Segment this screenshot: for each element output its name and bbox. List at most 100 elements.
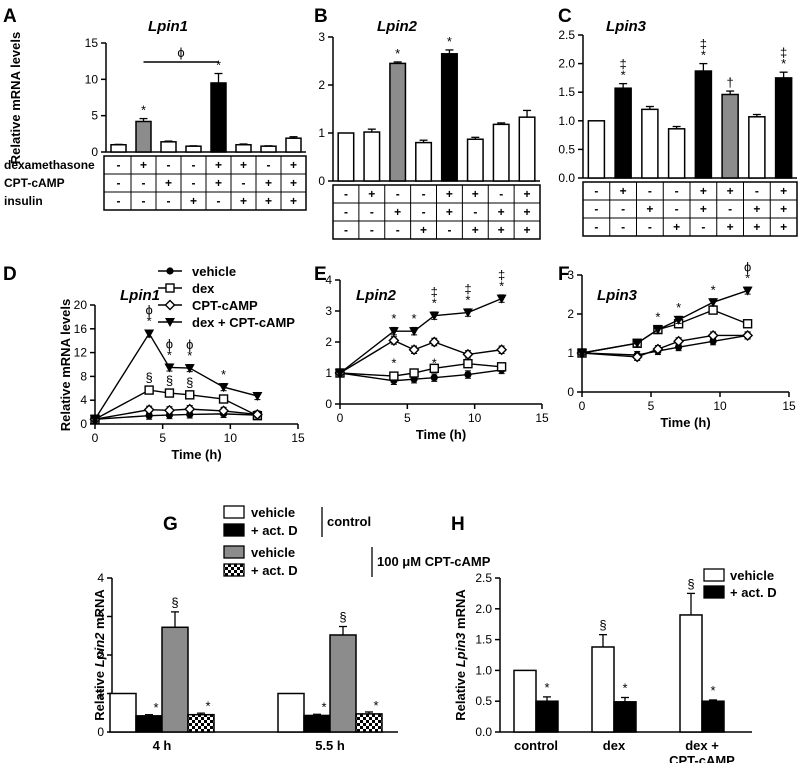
- bar: [667, 128, 686, 179]
- bar: [587, 120, 606, 179]
- y-tick-label: 15: [85, 36, 99, 50]
- data-point: [430, 374, 438, 382]
- significance-mark: *: [701, 48, 706, 63]
- y-tick-label: 2.0: [475, 602, 492, 616]
- data-point: [388, 334, 400, 346]
- data-point: [742, 286, 753, 296]
- data-point: [335, 369, 345, 378]
- series-line: [581, 334, 748, 358]
- bar: [466, 138, 484, 182]
- legend-swatch: [703, 585, 725, 599]
- chart-title: Lpin1: [120, 287, 160, 304]
- significance-mark: *: [395, 46, 400, 61]
- data-point: [218, 405, 230, 417]
- x-tick-label: 10: [224, 431, 238, 445]
- significance-mark: §: [166, 373, 173, 388]
- y-tick-label: 8: [80, 369, 87, 383]
- legend-label: dex + CPT-cAMP: [192, 315, 295, 330]
- y-tick-label: 2: [97, 648, 104, 662]
- bar: [721, 93, 739, 179]
- y-tick-label: 0.5: [475, 694, 492, 708]
- bar: [161, 626, 189, 733]
- y-tick-label: 0: [80, 417, 87, 431]
- condition-sign: -: [755, 184, 759, 198]
- condition-sign: +: [190, 194, 197, 208]
- category-label: CPT-cAMP: [669, 753, 735, 763]
- data-point: [429, 311, 440, 321]
- bar: [210, 82, 227, 153]
- bar: [641, 108, 659, 179]
- condition-sign: +: [240, 194, 247, 208]
- legend-label: vehicle: [192, 264, 236, 279]
- data-point: [577, 349, 587, 358]
- bar: [513, 669, 537, 733]
- legend-label: vehicle: [730, 568, 774, 583]
- data-point: [409, 368, 419, 378]
- condition-sign: -: [117, 158, 121, 172]
- condition-sign: +: [498, 205, 505, 219]
- significance-mark: §: [146, 370, 153, 385]
- condition-sign: -: [473, 205, 477, 219]
- y-tick-label: 2.0: [558, 57, 575, 71]
- y-tick-label: 2.5: [558, 28, 575, 42]
- significance-mark: *: [655, 310, 660, 325]
- bar: [535, 700, 559, 733]
- data-point: [631, 351, 643, 363]
- x-tick-label: 10: [713, 399, 727, 413]
- significance-mark: §: [186, 375, 193, 390]
- data-point: [673, 335, 685, 347]
- legend-marker: [165, 283, 175, 293]
- bar: [337, 132, 355, 182]
- condition-sign: +: [265, 176, 272, 190]
- series-line: [339, 362, 502, 377]
- condition-sign: -: [675, 202, 679, 216]
- y-tick-label: 2: [567, 307, 574, 321]
- legend-swatch: [223, 505, 245, 519]
- panel-label: H: [451, 514, 465, 535]
- significance-mark: *: [167, 347, 172, 362]
- condition-sign: +: [240, 158, 247, 172]
- condition-sign: -: [648, 184, 652, 198]
- condition-sign: +: [290, 194, 297, 208]
- bar: [160, 141, 177, 153]
- significance-mark: *: [621, 68, 626, 83]
- data-point: [673, 315, 684, 325]
- significance-mark: ϕ: [186, 337, 193, 352]
- bar: [415, 141, 433, 182]
- condition-row-label: dexamethasone: [4, 158, 95, 172]
- series-line: [94, 389, 258, 420]
- x-tick-label: 5: [648, 399, 655, 413]
- bar: [492, 123, 510, 182]
- condition-sign: -: [396, 187, 400, 201]
- data-point: [464, 370, 472, 379]
- condition-sign: +: [140, 158, 147, 172]
- data-point: [218, 383, 229, 393]
- data-point: [389, 371, 399, 381]
- data-point: [164, 388, 175, 398]
- significance-mark: *: [216, 58, 221, 73]
- condition-sign: +: [524, 223, 531, 237]
- y-tick-label: 1.5: [475, 633, 492, 647]
- condition-sign: +: [727, 184, 734, 198]
- condition-sign: -: [499, 187, 503, 201]
- y-tick-label: 0: [325, 397, 332, 411]
- significance-mark: *: [676, 300, 681, 315]
- data-point: [428, 336, 440, 348]
- chart-title: Lpin2: [356, 287, 397, 304]
- significance-mark: ‡: [464, 282, 471, 297]
- condition-sign: -: [167, 158, 171, 172]
- data-point: [164, 363, 175, 373]
- significance-mark: *: [373, 698, 378, 713]
- data-point: [652, 343, 664, 355]
- condition-row-label: CPT-cAMP: [4, 176, 65, 190]
- data-point: [388, 327, 399, 337]
- condition-sign: +: [472, 187, 479, 201]
- chart-title: Lpin2: [377, 18, 418, 35]
- bar: [774, 77, 793, 179]
- data-point: [708, 298, 719, 308]
- condition-sign: +: [524, 187, 531, 201]
- data-point: [675, 343, 683, 351]
- data-point: [462, 308, 473, 318]
- y-tick-label: 0: [91, 145, 98, 159]
